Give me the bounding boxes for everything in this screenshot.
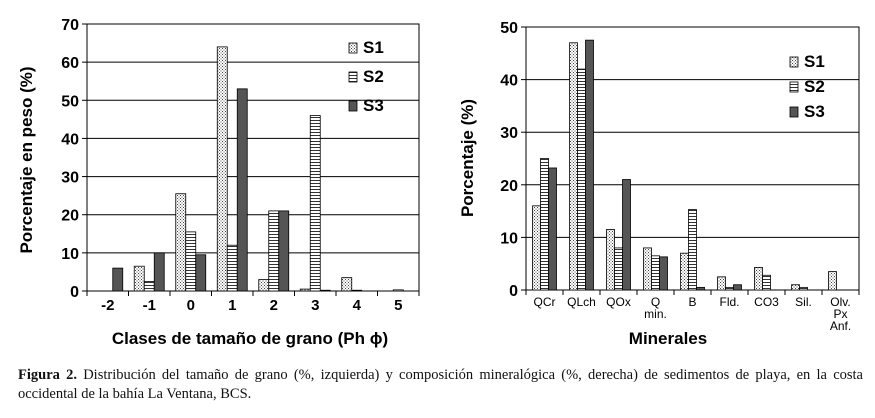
- x-tick-label: -2: [101, 297, 114, 314]
- y-tick-label: 70: [61, 17, 79, 34]
- bar-s2: [185, 231, 197, 292]
- bar-s1: [175, 193, 187, 292]
- legend-label-s1: S1: [363, 38, 384, 57]
- bar-s1: [133, 265, 145, 292]
- bar-s3: [733, 284, 742, 291]
- y-tick-label: 0: [509, 283, 518, 300]
- bar-s3: [319, 289, 331, 292]
- x-tick-label: 4: [353, 297, 362, 314]
- bar-s3: [585, 39, 594, 291]
- bar-s3: [622, 179, 631, 291]
- bar-s2: [392, 289, 404, 292]
- legend-swatch-s3: [789, 106, 799, 118]
- x-tick-label: B: [688, 295, 696, 309]
- x-axis-title: Minerales: [629, 329, 707, 348]
- y-tick-label: 0: [70, 284, 79, 301]
- bar-s1: [643, 247, 652, 291]
- x-tick-label: Olv.: [830, 295, 850, 309]
- x-tick-label: -1: [143, 297, 156, 314]
- legend-label-s3: S3: [804, 102, 825, 121]
- bar-s3: [195, 254, 207, 292]
- bar-s3: [153, 252, 165, 292]
- legend-label-s2: S2: [804, 77, 825, 96]
- x-tick-label: Sil.: [795, 295, 812, 309]
- y-tick-label: 50: [61, 93, 79, 110]
- grain-size-chart: 0 10 20 30 40 50 60 70 -2 -1 0 1 2 3 4 5 S1 S2 S3 Clases de…: [17, 17, 420, 348]
- y-tick-label: 30: [500, 125, 518, 142]
- y-tick-label: 40: [500, 73, 518, 90]
- bar-s2: [725, 286, 734, 291]
- bar-s1: [216, 46, 228, 292]
- bar-s1: [569, 42, 578, 291]
- x-tick-label: Fld.: [719, 295, 739, 309]
- bar-s2: [268, 210, 280, 292]
- bar-s1: [828, 271, 837, 291]
- bar-s1: [258, 279, 270, 292]
- bar-s2: [540, 158, 549, 291]
- bar-s1: [606, 229, 615, 291]
- y-tick-label: 40: [61, 131, 79, 148]
- bar-s1: [754, 266, 763, 291]
- bar-s3: [696, 286, 705, 291]
- legend-swatch-s1: [348, 42, 358, 54]
- legend-label-s1: S1: [804, 52, 825, 71]
- caption-text: Distribución del tamaño de grano (%, izq…: [18, 367, 863, 402]
- bar-s1: [532, 205, 541, 291]
- bar-s1: [680, 252, 689, 291]
- bar-s2: [614, 247, 623, 291]
- bar-s1: [299, 288, 311, 292]
- bar-s2: [577, 68, 586, 291]
- y-tick-label: 60: [61, 55, 79, 72]
- x-tick-label: CO3: [754, 295, 779, 309]
- x-tick-label: 0: [187, 297, 195, 314]
- y-axis-title: Porcentaje (%): [458, 99, 477, 217]
- x-tick-label: 3: [311, 297, 319, 314]
- plot-frame: [86, 23, 420, 292]
- bar-s1: [341, 277, 353, 292]
- x-tick-label: Anf.: [830, 319, 851, 333]
- bar-s3: [112, 267, 124, 292]
- bar-s3: [236, 88, 248, 292]
- bar-s2: [143, 281, 155, 292]
- legend-label-s2: S2: [363, 67, 384, 86]
- x-tick-label: 2: [270, 297, 278, 314]
- figure-charts: 0 10 20 30 40 50 60 70 -2 -1 0 1 2 3 4 5 S1 S2 S3 Clases de…: [17, 17, 860, 348]
- bar-s2: [309, 115, 321, 292]
- bar-s2: [762, 274, 771, 291]
- x-tick-label: min.: [644, 307, 667, 321]
- legend-label-s3: S3: [363, 96, 384, 115]
- legend-swatch-s2: [789, 81, 799, 93]
- y-tick-label: 10: [500, 230, 518, 247]
- legend-swatch-s1: [789, 56, 799, 68]
- y-tick-label: 10: [61, 246, 79, 263]
- x-tick-label: 1: [228, 297, 236, 314]
- legend-swatch-s3: [348, 100, 358, 112]
- bar-s2: [226, 244, 238, 292]
- bar-s1: [791, 284, 800, 291]
- x-tick-label: Px: [833, 307, 847, 321]
- bar-s3: [548, 167, 557, 291]
- bar-s2: [351, 289, 363, 292]
- bar-s2: [688, 209, 697, 291]
- figure-caption: Figura 2. Distribución del tamaño de gra…: [18, 366, 863, 404]
- bar-s2: [651, 255, 660, 291]
- x-tick-label: QCr: [534, 295, 556, 309]
- x-tick-label: 5: [394, 297, 402, 314]
- bar-s2: [799, 286, 808, 291]
- bar-s3: [659, 256, 668, 291]
- bar-s3: [278, 210, 290, 292]
- bar-s1: [717, 276, 726, 291]
- y-tick-label: 20: [500, 178, 518, 195]
- y-tick-label: 50: [500, 20, 518, 37]
- x-axis-title: Clases de tamaño de grano (Ph ϕ): [112, 329, 388, 348]
- y-tick-label: 20: [61, 208, 79, 225]
- x-tick-label: QOx: [606, 295, 631, 309]
- x-tick-label: QLch: [567, 295, 596, 309]
- y-axis-title: Porcentaje en peso (%): [17, 66, 36, 253]
- legend-swatch-s2: [348, 71, 358, 83]
- x-tick-label: Q: [651, 295, 660, 309]
- y-tick-label: 30: [61, 170, 79, 187]
- caption-label: Figura 2.: [18, 367, 77, 383]
